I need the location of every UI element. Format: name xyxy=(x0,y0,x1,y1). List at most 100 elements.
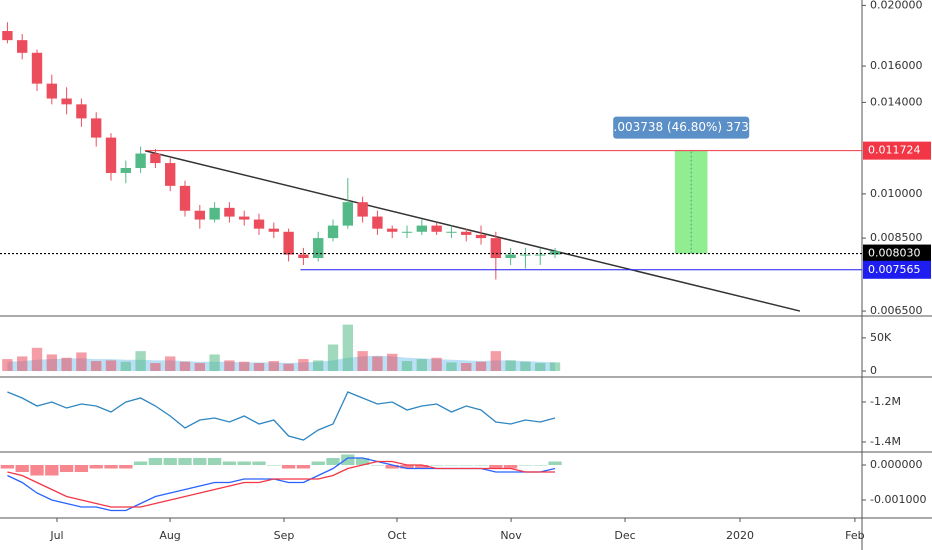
candle-body xyxy=(549,251,561,255)
volume-bar xyxy=(268,361,279,371)
candle-body xyxy=(461,231,472,235)
x-tick-label: Dec xyxy=(614,529,635,542)
macd-histogram-bar xyxy=(30,465,44,476)
macd-histogram-bar xyxy=(178,458,192,466)
volume-bar xyxy=(46,354,57,371)
volume-bar xyxy=(2,359,13,371)
volume-bar xyxy=(327,344,339,371)
x-tick-label: 2020 xyxy=(726,529,754,542)
volume-bar xyxy=(520,361,531,371)
candle-body xyxy=(505,254,516,259)
macd-histogram-bar xyxy=(148,458,163,466)
price-badge xyxy=(863,244,931,263)
macd-histogram-bar xyxy=(252,461,266,466)
macd-histogram-bar xyxy=(326,458,340,466)
price-badge xyxy=(863,260,931,279)
macd-histogram-bar xyxy=(355,458,370,466)
y-tick-label: -1.2M xyxy=(870,395,901,408)
macd-histogram-bar xyxy=(89,465,103,469)
x-tick-label: Oct xyxy=(387,529,407,542)
macd-histogram-bar xyxy=(341,454,355,466)
volume-bar xyxy=(431,357,442,371)
volume-bar xyxy=(505,360,516,371)
macd-histogram-bar xyxy=(415,465,429,469)
candle-body xyxy=(17,40,28,53)
trendline xyxy=(144,150,801,312)
candle-body xyxy=(135,153,146,168)
macd-histogram-bar xyxy=(429,465,444,466)
volume-bar xyxy=(179,361,191,371)
y-tick-label: 0.008500 xyxy=(870,231,923,244)
macd-histogram-bar xyxy=(311,461,325,466)
volume-bar xyxy=(549,362,561,371)
candle-body xyxy=(535,254,546,256)
volume-bar xyxy=(165,356,176,371)
macd-histogram-bar xyxy=(45,465,59,476)
volume-bar xyxy=(194,363,205,371)
x-tick-label: Nov xyxy=(500,529,522,542)
candle-body xyxy=(120,167,131,173)
volume-bar xyxy=(31,347,43,371)
macd-histogram-bar xyxy=(0,465,15,469)
price-badge-label: 0.007565 xyxy=(868,263,921,276)
x-tick-label: Feb xyxy=(845,529,864,542)
candle-body xyxy=(268,228,279,232)
macd-histogram-bar xyxy=(207,458,222,466)
candle-body xyxy=(283,231,294,255)
indicator-line xyxy=(7,391,556,441)
y-tick-label: 0.000000 xyxy=(870,458,923,471)
candle-body xyxy=(194,210,205,220)
volume-bar xyxy=(298,359,309,371)
candle-body xyxy=(2,31,13,41)
macd-histogram-bar xyxy=(104,465,118,469)
macd-histogram-bar xyxy=(533,465,547,466)
volume-bar xyxy=(239,361,250,371)
macd-histogram-bar xyxy=(474,465,488,466)
macd-histogram-bar xyxy=(370,465,385,466)
volume-bar xyxy=(313,360,324,371)
candle-body xyxy=(224,207,235,217)
macd-histogram-bar xyxy=(15,465,29,473)
volume-bar xyxy=(253,363,265,371)
volume-bar xyxy=(76,352,87,371)
price-badge xyxy=(863,141,931,160)
macd-histogram-bar xyxy=(459,465,473,466)
candle-body xyxy=(416,225,428,232)
y-tick-label: 0.006500 xyxy=(870,304,923,317)
volume-bar xyxy=(61,357,72,371)
macd-histogram-bar xyxy=(59,465,74,473)
candle-body xyxy=(342,202,353,226)
candle-body xyxy=(31,52,43,84)
y-tick-label: 0.016000 xyxy=(870,59,923,72)
candle-body xyxy=(313,238,324,259)
y-tick-label: -1.4M xyxy=(870,435,901,448)
volume-bar xyxy=(401,361,413,371)
macd-histogram-bar xyxy=(163,458,177,466)
macd-histogram-bar xyxy=(237,461,251,466)
y-tick-label: 0.014000 xyxy=(870,95,923,108)
macd-line xyxy=(7,460,556,508)
y-tick-label: 0 xyxy=(870,364,877,377)
measure-label-box xyxy=(613,116,750,139)
volume-bar xyxy=(446,362,457,371)
macd-histogram-bar xyxy=(281,465,296,469)
measure-label: 0.003738 (46.80%) 3738 xyxy=(606,120,757,134)
volume-bar xyxy=(490,351,502,371)
volume-bar xyxy=(387,353,398,371)
candle-body xyxy=(165,163,176,186)
volume-bar xyxy=(475,361,487,371)
candle-body xyxy=(372,216,383,229)
volume-bar xyxy=(372,356,383,371)
macd-histogram-bar xyxy=(503,465,518,469)
y-tick-label: 50K xyxy=(870,331,892,344)
macd-histogram-bar xyxy=(222,461,237,466)
volume-bar xyxy=(342,324,353,371)
macd-histogram-bar xyxy=(193,458,207,466)
x-tick-label: Jul xyxy=(49,529,63,542)
macd-histogram-bar xyxy=(119,465,133,469)
candle-body xyxy=(239,216,250,220)
y-tick-label: 0.010000 xyxy=(870,187,923,200)
macd-histogram-bar xyxy=(133,461,148,466)
macd-histogram-bar xyxy=(267,465,281,466)
